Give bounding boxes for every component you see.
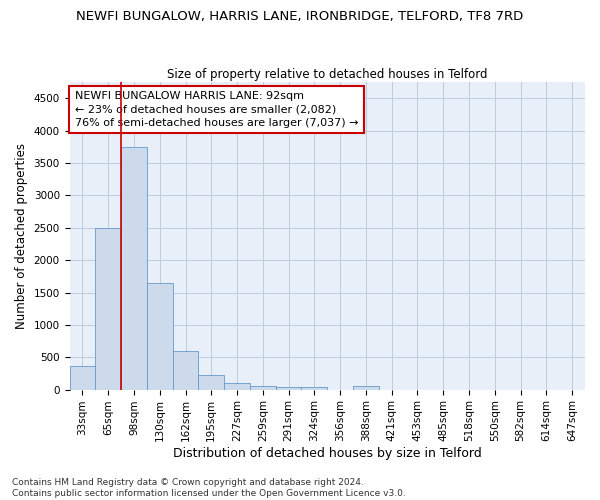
Bar — [70, 366, 95, 390]
Bar — [121, 147, 147, 390]
Bar — [147, 284, 173, 390]
Title: Size of property relative to detached houses in Telford: Size of property relative to detached ho… — [167, 68, 488, 81]
Bar — [353, 386, 379, 390]
Bar — [301, 388, 327, 390]
Text: NEWFI BUNGALOW HARRIS LANE: 92sqm
← 23% of detached houses are smaller (2,082)
7: NEWFI BUNGALOW HARRIS LANE: 92sqm ← 23% … — [74, 92, 358, 128]
Bar — [224, 383, 250, 390]
Bar — [173, 352, 199, 390]
Bar — [250, 386, 276, 390]
Bar — [199, 374, 224, 390]
Text: Contains HM Land Registry data © Crown copyright and database right 2024.
Contai: Contains HM Land Registry data © Crown c… — [12, 478, 406, 498]
Y-axis label: Number of detached properties: Number of detached properties — [15, 143, 28, 329]
Text: NEWFI BUNGALOW, HARRIS LANE, IRONBRIDGE, TELFORD, TF8 7RD: NEWFI BUNGALOW, HARRIS LANE, IRONBRIDGE,… — [76, 10, 524, 23]
X-axis label: Distribution of detached houses by size in Telford: Distribution of detached houses by size … — [173, 447, 482, 460]
Bar — [276, 387, 301, 390]
Bar — [95, 228, 121, 390]
